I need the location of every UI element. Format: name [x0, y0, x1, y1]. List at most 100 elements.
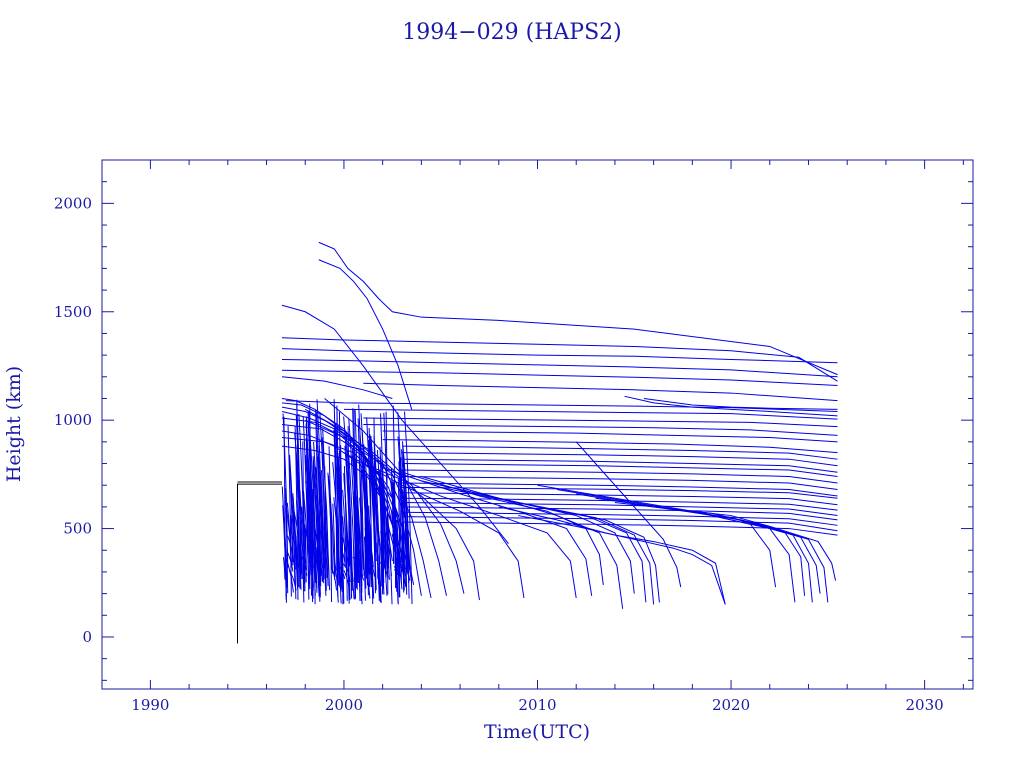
- debris-trace-dense: [393, 532, 399, 605]
- debris-trace: [498, 506, 726, 605]
- debris-trace: [281, 437, 413, 583]
- x-tick-label: 2010: [518, 696, 556, 714]
- debris-trace-dense: [392, 481, 400, 598]
- debris-trace: [281, 376, 393, 399]
- debris-trace-dense: [305, 480, 312, 576]
- debris-trace: [402, 458, 838, 473]
- parent-object-trace: [236, 483, 283, 644]
- debris-trace-dense: [304, 524, 307, 583]
- plot-frame: [101, 159, 974, 690]
- debris-trace: [459, 489, 660, 603]
- x-tick-label: 2020: [712, 696, 750, 714]
- chart-title: 1994−029 (HAPS2): [402, 20, 622, 45]
- debris-trace: [402, 463, 838, 478]
- debris-trace-dense: [390, 467, 395, 564]
- debris-trace-dense: [322, 428, 328, 578]
- debris-trace: [281, 369, 838, 386]
- debris-trace: [402, 452, 838, 467]
- y-tick-label: 1000: [54, 411, 92, 429]
- debris-trace-dense: [313, 441, 321, 602]
- debris-trace: [281, 411, 407, 577]
- debris-trace-dense: [307, 472, 316, 596]
- debris-trace: [402, 516, 838, 532]
- debris-trace: [363, 417, 838, 428]
- debris-trace-dense: [287, 535, 295, 563]
- debris-trace-dense: [332, 503, 336, 577]
- y-axis-label: Height (km): [3, 366, 25, 482]
- debris-trace: [363, 424, 838, 436]
- y-tick-label: 500: [63, 520, 92, 538]
- debris-trace-dense: [299, 490, 305, 603]
- debris-trace: [318, 259, 413, 410]
- debris-trace-dense: [296, 399, 300, 587]
- debris-trace-dense: [327, 472, 333, 571]
- debris-trace-dense: [360, 413, 369, 586]
- x-axis-label: Time(UTC): [484, 721, 590, 743]
- debris-trace-dense: [363, 536, 367, 589]
- debris-trace: [402, 469, 838, 484]
- debris-trace: [421, 476, 624, 609]
- y-tick-label: 1500: [54, 303, 92, 321]
- debris-trace: [324, 398, 448, 596]
- debris-trace-dense: [295, 535, 298, 563]
- debris-trace-dense: [320, 520, 325, 579]
- x-axis-ticks: 1990 2000 2010 2020 2030: [131, 160, 964, 714]
- debris-trace-dense: [288, 569, 297, 591]
- debris-trace-dense: [342, 516, 346, 568]
- debris-trace: [556, 489, 796, 603]
- debris-trace-dense: [284, 488, 289, 594]
- debris-trace: [575, 441, 682, 588]
- debris-trace: [343, 452, 525, 599]
- y-tick-label: 2000: [54, 194, 92, 212]
- debris-trace: [363, 463, 577, 599]
- debris-trace: [304, 408, 422, 596]
- debris-trace-dense: [342, 489, 348, 577]
- debris-trace: [402, 521, 838, 536]
- debris-trace: [281, 406, 403, 573]
- debris-trace: [363, 382, 838, 402]
- debris-trace-dense: [298, 413, 305, 565]
- debris-trace: [402, 486, 838, 499]
- debris-trace: [653, 506, 837, 581]
- y-tick-label: 0: [82, 628, 92, 646]
- x-tick-label: 2030: [906, 696, 944, 714]
- debris-trace: [324, 419, 465, 594]
- debris-trace: [281, 304, 509, 545]
- x-tick-label: 1990: [131, 696, 169, 714]
- debris-trace-dense: [383, 566, 389, 579]
- parent-object-group: [236, 481, 283, 644]
- debris-trace-dense: [333, 399, 338, 571]
- debris-trace: [518, 515, 726, 605]
- debris-trace-dense: [327, 475, 336, 580]
- debris-trace-dense: [373, 481, 382, 604]
- debris-trace-dense: [373, 435, 381, 603]
- debris-trace-dense: [295, 415, 302, 579]
- debris-trace-dense: [347, 569, 351, 600]
- debris-trace-dense: [338, 411, 342, 590]
- debris-trace: [281, 445, 403, 590]
- debris-series-group: [281, 241, 838, 609]
- y-axis-ticks: 0 500 1000 1500 2000: [54, 159, 973, 681]
- debris-trace: [402, 511, 838, 526]
- debris-trace-dense: [318, 509, 322, 577]
- debris-trace-dense: [315, 467, 322, 587]
- debris-trace-dense: [282, 413, 289, 568]
- debris-trace-dense: [292, 495, 299, 589]
- debris-trace-dense: [332, 462, 341, 586]
- debris-trace-dense: [350, 516, 353, 591]
- debris-trace: [382, 439, 838, 454]
- debris-trace: [402, 445, 838, 460]
- debris-trace: [281, 358, 838, 378]
- debris-trace: [402, 497, 838, 511]
- debris-trace-dense: [385, 532, 392, 576]
- debris-trace: [305, 419, 432, 599]
- debris-trace: [343, 441, 480, 601]
- debris-trace: [382, 430, 838, 443]
- debris-trace: [624, 395, 838, 417]
- debris-trace: [281, 397, 393, 562]
- debris-trace: [281, 348, 838, 364]
- debris-trace-dense: [312, 468, 319, 584]
- debris-trace-dense: [287, 425, 292, 597]
- debris-trace-dense: [305, 423, 313, 596]
